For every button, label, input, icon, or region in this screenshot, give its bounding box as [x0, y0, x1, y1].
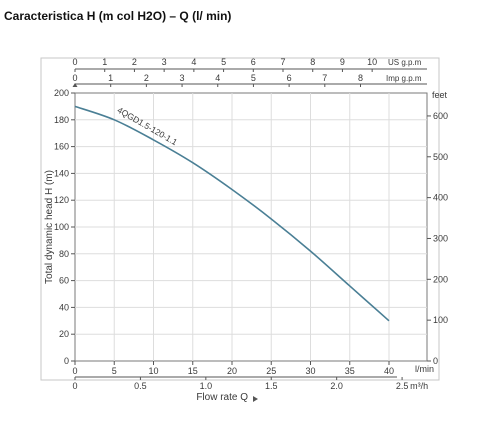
imp-gpm-tick-label: 5: [251, 73, 256, 83]
us-gpm-tick-label: 3: [162, 57, 167, 67]
y-tick-label: 60: [59, 276, 69, 286]
imp-gpm-tick-label: 3: [180, 73, 185, 83]
m3h-tick-label: 0.5: [134, 381, 147, 391]
y-tick-label: 100: [54, 222, 69, 232]
imp-gpm-tick-label: 0: [72, 73, 77, 83]
y-axis-title: Total dynamic head H (m): [44, 170, 55, 284]
x-tick-label: 25: [266, 366, 276, 376]
x-tick-label: 20: [227, 366, 237, 376]
y-tick-label: 200: [54, 88, 69, 98]
m3h-tick-label: 2.5: [396, 381, 409, 391]
y-tick-label: 140: [54, 168, 69, 178]
y-tick-label: 20: [59, 329, 69, 339]
feet-tick-label: 200: [433, 274, 448, 284]
x-tick-label: 0: [72, 366, 77, 376]
imp-gpm-tick-label: 7: [322, 73, 327, 83]
imp-gpm-tick-label: 4: [215, 73, 220, 83]
feet-axis-label: feet: [432, 90, 448, 100]
us-gpm-tick-label: 1: [102, 57, 107, 67]
x-tick-label: 5: [112, 366, 117, 376]
x-tick-label: 10: [148, 366, 158, 376]
feet-tick-label: 400: [433, 193, 448, 203]
y-tick-label: 160: [54, 142, 69, 152]
feet-tick-label: 600: [433, 111, 448, 121]
imp-gpm-tick-label: 2: [144, 73, 149, 83]
us-gpm-tick-label: 6: [251, 57, 256, 67]
us-gpm-tick-label: 9: [340, 57, 345, 67]
imp-gpm-tick-label: 8: [358, 73, 363, 83]
feet-tick-label: 300: [433, 233, 448, 243]
us-gpm-tick-label: 8: [310, 57, 315, 67]
feet-tick-label: 500: [433, 152, 448, 162]
feet-tick-label: 100: [433, 315, 448, 325]
x-tick-label: 30: [305, 366, 315, 376]
m3h-tick-label: 1.0: [200, 381, 213, 391]
grid: [74, 92, 428, 362]
axes: 0204060801001201401601802000100200300400…: [54, 57, 448, 391]
axis-labels: feet l/min m³/h US g.p.m Imp g.p.m Total dyna…: [44, 58, 448, 403]
y-tick-label: 80: [59, 249, 69, 259]
x-tick-label: 40: [384, 366, 394, 376]
feet-tick-label: 0: [433, 356, 438, 366]
us-gpm-tick-label: 5: [221, 57, 226, 67]
chart-frame: [40, 57, 440, 381]
y-tick-label: 40: [59, 302, 69, 312]
m3h-tick-label: 0: [72, 381, 77, 391]
imp-gpm-tick-label: 1: [108, 73, 113, 83]
x-axis-title: Flow rate Q: [196, 392, 248, 403]
imp-gpm-unit-label: Imp g.p.m: [386, 74, 422, 83]
us-gpm-tick-label: 0: [72, 57, 77, 67]
m3h-tick-label: 1.5: [265, 381, 278, 391]
y-tick-label: 180: [54, 115, 69, 125]
x-tick-label: 15: [188, 366, 198, 376]
x-axis-arrow: [253, 396, 258, 402]
series-line: [74, 105, 390, 322]
us-gpm-tick-label: 10: [367, 57, 377, 67]
us-gpm-tick-label: 4: [191, 57, 196, 67]
y-tick-label: 120: [54, 195, 69, 205]
m3h-tick-label: 2.0: [330, 381, 343, 391]
page-title: Caracteristica H (m col H2O) – Q (l/ min…: [4, 9, 232, 23]
x-unit-label: l/min: [415, 364, 434, 374]
x-tick-label: 35: [345, 366, 355, 376]
y-tick-label: 0: [64, 356, 69, 366]
us-gpm-tick-label: 7: [281, 57, 286, 67]
us-gpm-unit-label: US g.p.m: [388, 58, 422, 67]
us-gpm-tick-label: 2: [132, 57, 137, 67]
imp-gpm-tick-label: 6: [287, 73, 292, 83]
m3h-unit-label: m³/h: [410, 381, 428, 391]
